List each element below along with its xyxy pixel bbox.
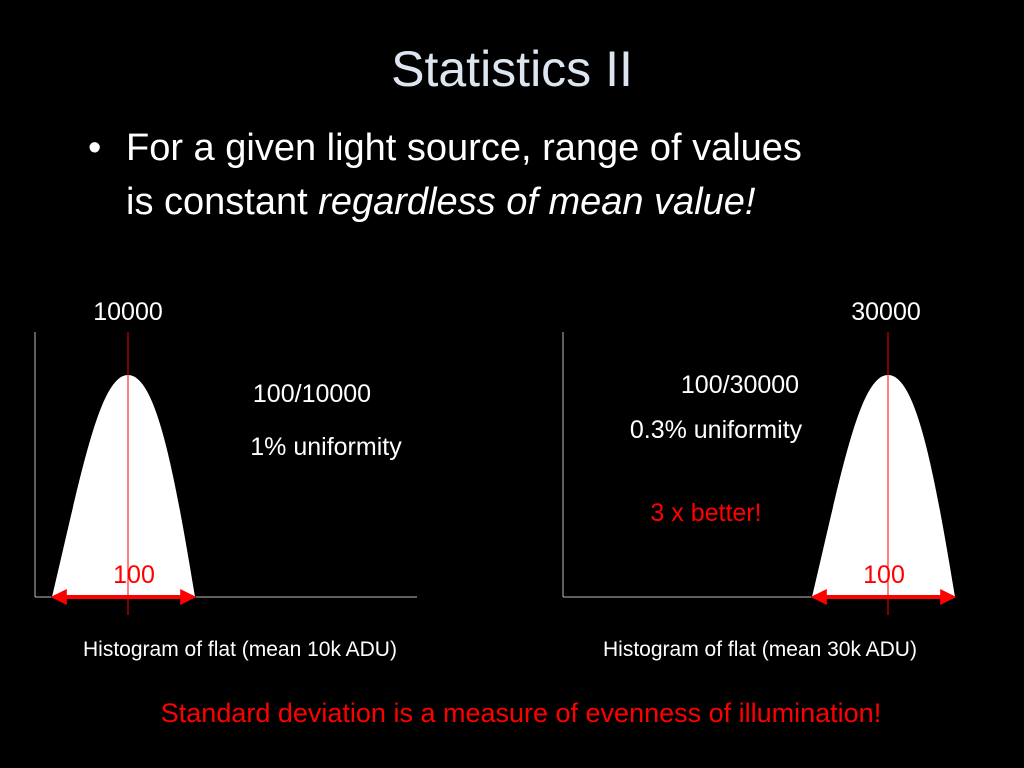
bullet-line: For a given light source, range of value… — [126, 127, 802, 169]
ratio: 100/30000 — [681, 371, 799, 399]
uniformity: 0.3% uniformity — [630, 416, 803, 444]
caption: Histogram of flat (mean 10k ADU) — [83, 638, 397, 661]
left-histogram: 10000 100/10000 1% uniformity 100 Histog… — [34, 298, 417, 661]
bell-curve — [52, 375, 195, 597]
footer: Standard deviation is a measure of evenn… — [161, 698, 881, 728]
ratio: 100/10000 — [253, 380, 371, 408]
caption: Histogram of flat (mean 30k ADU) — [603, 638, 917, 661]
mean-label: 30000 — [851, 298, 921, 326]
bullet-emphasis: regardless of mean value! — [318, 181, 756, 223]
uniformity: 1% uniformity — [250, 433, 402, 461]
bell-curve — [812, 375, 955, 597]
mean-label: 10000 — [93, 298, 163, 326]
bullet-text: is constant — [126, 181, 308, 223]
right-histogram: 30000 100/30000 0.3% uniformity 3 x bett… — [562, 298, 957, 661]
slide-title: Statistics II — [391, 41, 633, 97]
bullet-marker: • — [88, 127, 101, 169]
width-label: 100 — [863, 561, 905, 589]
bullet-line: is constant regardless of mean value! — [126, 181, 756, 223]
note: 3 x better! — [650, 499, 761, 527]
width-label: 100 — [113, 561, 155, 589]
